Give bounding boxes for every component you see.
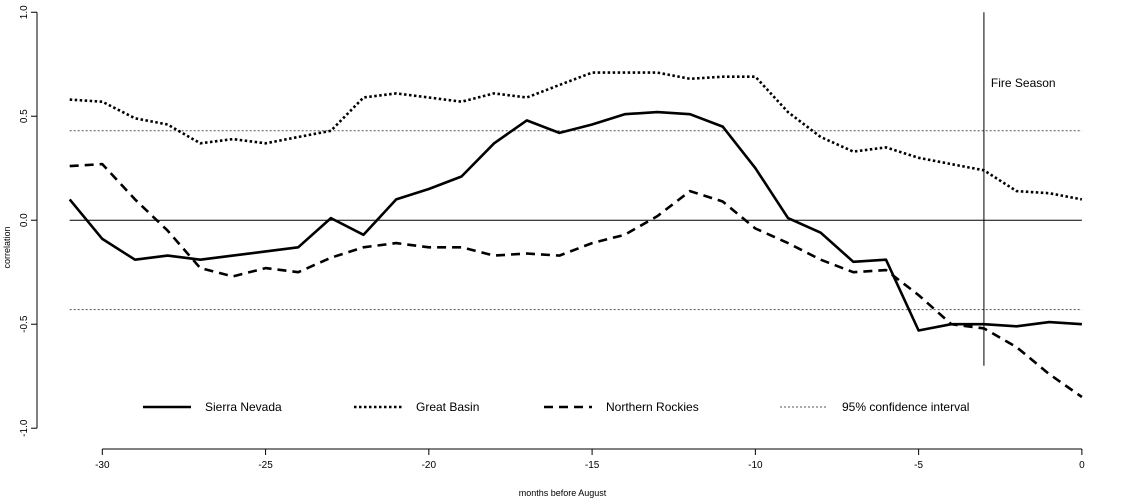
y-tick-label: -0.5	[19, 315, 30, 333]
legend-label: Great Basin	[416, 400, 479, 414]
legend-label: Northern Rockies	[606, 400, 699, 414]
x-tick-label: -25	[258, 460, 273, 471]
x-tick-label: -30	[95, 460, 110, 471]
axes: -1.0 -0.5 0.0 0.5 1.0 -30 -25 -20 -15 -10 -5 0	[19, 5, 1085, 471]
x-tick-label: 0	[1079, 460, 1085, 471]
x-tick-label: -10	[748, 460, 763, 471]
fire-season-label: Fire Season	[991, 76, 1056, 90]
legend: Sierra Nevada Great Basin Northern Rockies…	[143, 400, 969, 414]
y-axis-title: correlation	[2, 226, 12, 268]
x-tick-label: -20	[422, 460, 437, 471]
y-tick-label: -1.0	[19, 419, 30, 437]
series-line-great-basin	[69, 71, 1083, 201]
x-tick-label: -5	[914, 460, 923, 471]
y-tick-label: 0.5	[19, 109, 30, 123]
series-line-sierra-nevada	[68, 110, 1082, 332]
y-tick-label: 1.0	[19, 5, 30, 19]
y-tick-label: 0.0	[19, 213, 30, 227]
x-axis-title: months before August	[519, 488, 607, 498]
x-tick-label: -15	[585, 460, 600, 471]
legend-label: 95% confidence interval	[842, 400, 969, 414]
legend-label: Sierra Nevada	[205, 400, 282, 414]
fire-season-annotation: Fire Season	[983, 12, 1056, 366]
reference-lines	[69, 130, 1082, 311]
series-group	[68, 71, 1083, 399]
series-line-northern-rockies	[69, 162, 1083, 399]
